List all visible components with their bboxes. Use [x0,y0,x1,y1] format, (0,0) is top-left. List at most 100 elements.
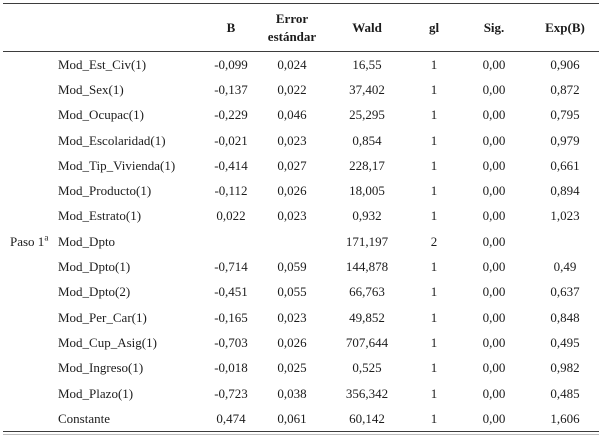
step-cell [3,204,55,229]
se-cell: 0,046 [277,107,307,123]
wald-cell: 37,402 [349,81,385,97]
table-row: Mod_Estrato(1) 0,022 0,023 0,932 1 0,00 … [3,204,599,229]
step-cell [3,330,55,355]
exp-cell: 0,982 [550,360,580,376]
step-cell [3,381,55,406]
b-cell: -0,714 [214,259,248,275]
wald-cell: 18,005 [349,183,385,199]
gl-cell: 1 [430,56,438,72]
table-row: Mod_Ingreso(1) -0,018 0,025 0,525 1 0,00… [3,356,599,381]
exp-cell: 0,661 [550,157,580,173]
exp-cell: 0,979 [550,132,580,148]
se-cell: 0,055 [277,284,307,300]
sig-cell: 0,00 [482,334,506,350]
col-header-wald: Wald [323,3,411,52]
variable-cell: Mod_Dpto(1) [58,259,131,275]
gl-cell: 1 [430,309,438,325]
sig-cell: 0,00 [482,360,506,376]
step-cell [3,280,55,305]
step-cell [3,254,55,279]
exp-cell: 0,49 [553,259,577,275]
exp-cell: 0,495 [550,334,580,350]
table-row: Mod_Producto(1) -0,112 0,026 18,005 1 0,… [3,178,599,203]
gl-cell: 1 [430,385,438,401]
b-cell: -0,165 [214,309,248,325]
sig-cell: 0,00 [482,233,506,249]
table-row: Mod_Cup_Asig(1) -0,703 0,026 707,644 1 0… [3,330,599,355]
sig-cell: 0,00 [482,284,506,300]
step-cell [3,77,55,102]
table-row: Mod_Dpto(1) -0,714 0,059 144,878 1 0,00 … [3,254,599,279]
table-row: Mod_Est_Civ(1) -0,099 0,024 16,55 1 0,00… [3,52,599,78]
col-header-b: B [201,3,261,52]
variable-cell: Mod_Tip_Vivienda(1) [58,157,176,173]
step-superscript: a [44,232,49,243]
b-cell: -0,703 [214,334,248,350]
sig-cell: 0,00 [482,259,506,275]
step-cell [3,356,55,381]
step-cell [3,178,55,203]
step-label: Paso 1 [10,233,45,249]
col-header-sig: Sig. [457,3,531,52]
gl-cell: 1 [430,81,438,97]
gl-cell: 1 [430,334,438,350]
sig-cell: 0,00 [482,56,506,72]
b-cell: -0,137 [214,81,248,97]
exp-cell: 0,872 [550,81,580,97]
gl-cell: 1 [430,157,438,173]
table-row: Mod_Plazo(1) -0,723 0,038 356,342 1 0,00… [3,381,599,406]
b-cell: -0,099 [214,56,248,72]
exp-cell: 0,637 [550,284,580,300]
step-cell [3,128,55,153]
se-cell: 0,038 [277,385,307,401]
se-cell: 0,026 [277,183,307,199]
sig-cell: 0,00 [482,208,506,224]
gl-cell: 1 [430,183,438,199]
b-cell: 0,474 [201,406,261,433]
variable-cell: Mod_Dpto(2) [58,284,131,300]
b-cell: -0,021 [214,132,248,148]
sig-cell: 0,00 [482,385,506,401]
wald-cell: 0,932 [352,208,382,224]
step-cell [3,52,55,78]
sig-cell: 0,00 [482,183,506,199]
col-header-gl: gl [411,3,457,52]
se-cell: 0,025 [277,360,307,376]
variable-cell: Mod_Estrato(1) [58,208,142,224]
se-cell: 0,059 [277,259,307,275]
table-row: Mod_Escolaridad(1) -0,021 0,023 0,854 1 … [3,128,599,153]
variable-cell: Constante [55,406,201,433]
wald-cell: 60,142 [323,406,411,433]
wald-cell: 25,295 [349,107,385,123]
se-cell: 0,061 [261,406,323,433]
table-row: Mod_Dpto(2) -0,451 0,055 66,763 1 0,00 0… [3,280,599,305]
wald-cell: 49,852 [349,309,385,325]
sig-cell: 0,00 [482,309,506,325]
variable-cell: Mod_Producto(1) [58,183,152,199]
header-row: B Error estándar Wald gl Sig. Exp(B) [3,3,599,52]
b-cell [201,229,261,254]
header-variable-spacer [55,3,201,52]
variable-cell: Mod_Cup_Asig(1) [58,334,157,350]
exp-cell: 1,023 [550,208,580,224]
exp-cell: 0,894 [550,183,580,199]
gl-cell: 2 [430,233,438,249]
b-cell: -0,018 [214,360,248,376]
sig-cell: 0,00 [482,157,506,173]
se-cell: 0,023 [277,132,307,148]
exp-cell: 0,795 [550,107,580,123]
variable-cell: Mod_Plazo(1) [58,385,134,401]
col-header-exp-b: Exp(B) [531,3,599,52]
table-row: Mod_Sex(1) -0,137 0,022 37,402 1 0,00 0,… [3,77,599,102]
wald-cell: 707,644 [345,334,389,350]
se-cell: 0,023 [277,208,307,224]
table-row: Constante 0,474 0,061 60,142 1 0,00 1,60… [3,406,599,433]
variable-cell: Mod_Dpto [58,233,116,249]
b-cell: -0,414 [214,157,248,173]
variable-cell: Mod_Escolaridad(1) [58,132,166,148]
table-row: Paso 1a Mod_Dpto 171,197 2 0,00 [3,229,599,254]
se-cell: 0,027 [277,157,307,173]
exp-cell: 0,848 [550,309,580,325]
header-step-spacer [3,3,55,52]
